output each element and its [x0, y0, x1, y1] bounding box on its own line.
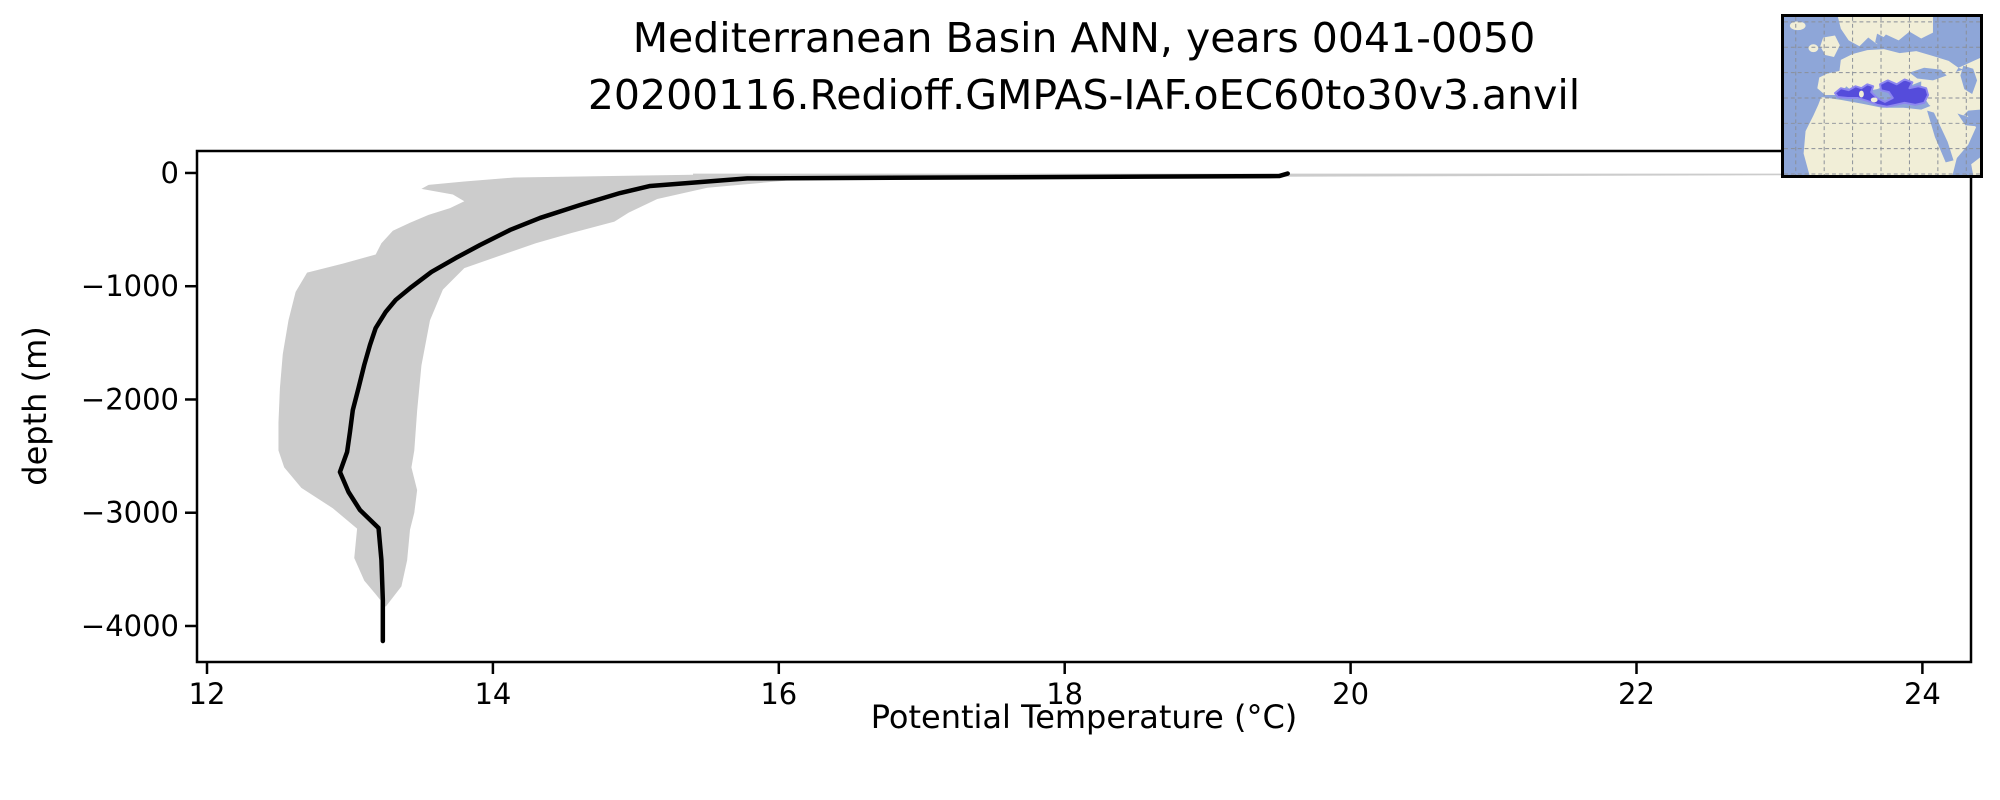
x-tick-label: 16	[760, 677, 797, 711]
x-tick-label: 20	[1332, 677, 1369, 711]
y-tick-label: 0	[161, 156, 179, 190]
chart-title-line-2: 20200116.Redioff.GMPAS-IAF.oEC60to30v3.a…	[587, 71, 1581, 119]
map-islands	[1858, 90, 1878, 103]
profile-line	[337, 171, 1290, 644]
x-axis-label: Potential Temperature (°C)	[870, 698, 1298, 736]
inset-locator-map	[1781, 14, 1983, 178]
y-tick-label: −1000	[81, 269, 179, 303]
y-axis-label: depth (m)	[16, 326, 54, 486]
chart-title-line-1: Mediterranean Basin ANN, years 0041-0050	[632, 14, 1536, 62]
envelope-band	[278, 173, 1930, 607]
map-mediterranean-highlight	[1833, 78, 1930, 108]
x-tick-label: 18	[1046, 677, 1083, 711]
x-tick-label: 24	[1904, 677, 1941, 711]
mediterranean-map-icon	[1784, 17, 1980, 175]
x-tick-label: 22	[1618, 677, 1655, 711]
x-tick-label: 12	[189, 677, 226, 711]
page-title: Mediterranean Basin ANN, years 0041-0050…	[197, 10, 1971, 124]
y-tick-label: −3000	[81, 496, 179, 530]
x-tick-label: 14	[474, 677, 511, 711]
axes-frame	[195, 149, 1973, 664]
y-tick-label: −2000	[81, 382, 179, 416]
y-tick-label: −4000	[81, 609, 179, 643]
